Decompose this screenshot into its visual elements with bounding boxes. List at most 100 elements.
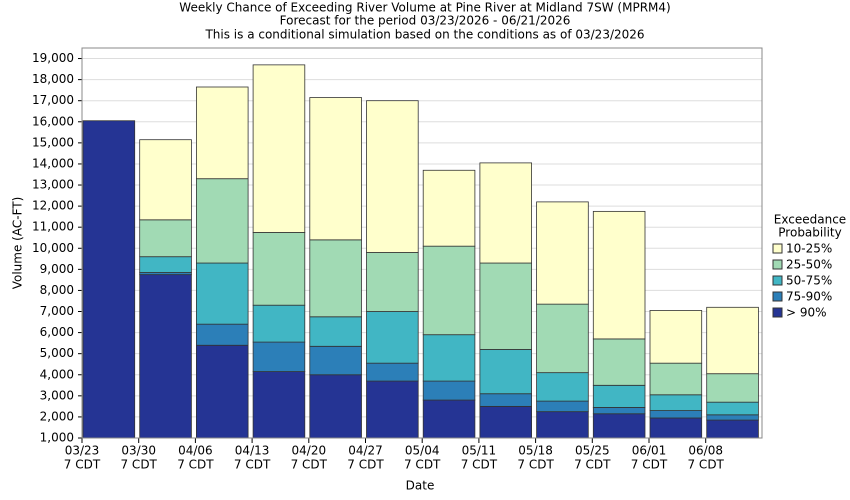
x-tick-sublabel: 7 CDT bbox=[574, 458, 611, 472]
bar-segment bbox=[479, 393, 532, 407]
y-tick-label: 9,000 bbox=[40, 262, 74, 276]
y-tick-label: 6,000 bbox=[40, 325, 74, 339]
legend-swatch bbox=[772, 275, 783, 286]
bar-segment bbox=[195, 323, 249, 346]
bar-segment bbox=[139, 256, 192, 273]
bar-segment bbox=[706, 401, 759, 416]
y-tick-label: 8,000 bbox=[40, 283, 74, 297]
x-tick-sublabel: 7 CDT bbox=[631, 458, 668, 472]
plot-area bbox=[82, 48, 762, 438]
chart-note: This is a conditional simulation based o… bbox=[204, 28, 644, 42]
bar-segment bbox=[592, 210, 646, 340]
bar-segment bbox=[536, 372, 589, 402]
x-tick-sublabel: 7 CDT bbox=[687, 458, 724, 472]
bar-segment bbox=[649, 410, 703, 419]
legend-label: 75-90% bbox=[786, 290, 832, 304]
bar-segment bbox=[592, 407, 646, 415]
bar-segment bbox=[422, 399, 476, 438]
y-tick-label: 17,000 bbox=[32, 93, 74, 107]
bar-segment bbox=[366, 380, 419, 438]
y-tick-label: 1,000 bbox=[40, 431, 74, 445]
legend-label: 25-50% bbox=[786, 258, 832, 272]
bar-segment bbox=[139, 139, 192, 221]
bar-segment bbox=[479, 262, 532, 350]
y-tick-label: 5,000 bbox=[40, 346, 74, 360]
bar-segment bbox=[706, 306, 759, 375]
bar-segment bbox=[309, 316, 362, 347]
bar-segment bbox=[309, 345, 362, 376]
bar-segment bbox=[195, 262, 249, 325]
bar-segment bbox=[479, 349, 532, 395]
bar-segment bbox=[479, 162, 532, 264]
bar-segment bbox=[536, 303, 589, 374]
legend-title: Exceedance bbox=[774, 213, 846, 227]
x-tick-sublabel: 7 CDT bbox=[120, 458, 157, 472]
bar-segment bbox=[649, 310, 703, 364]
y-tick-label: 18,000 bbox=[32, 72, 74, 86]
bar-segment bbox=[479, 405, 532, 438]
y-tick-label: 15,000 bbox=[32, 135, 74, 149]
x-tick-label: 06/08 bbox=[688, 444, 723, 458]
bar-segment bbox=[252, 341, 306, 372]
legend-swatch bbox=[772, 259, 783, 270]
bar-segment bbox=[536, 201, 589, 305]
chart-subtitle: Forecast for the period 03/23/2026 - 06/… bbox=[280, 14, 571, 28]
plot-border bbox=[81, 47, 763, 439]
y-tick-label: 11,000 bbox=[32, 220, 74, 234]
y-tick-label: 14,000 bbox=[32, 156, 74, 170]
legend-swatch bbox=[772, 243, 783, 254]
x-tick-label: 06/01 bbox=[632, 444, 667, 458]
bar-segment bbox=[649, 362, 703, 396]
bar-segment bbox=[366, 311, 419, 364]
y-tick-label: 3,000 bbox=[40, 388, 74, 402]
bar-segment bbox=[366, 252, 419, 312]
x-tick-label: 05/11 bbox=[462, 444, 497, 458]
bar-segment bbox=[422, 245, 476, 336]
y-axis-label: Volume (AC-FT) bbox=[11, 197, 25, 290]
x-tick-sublabel: 7 CDT bbox=[347, 458, 384, 472]
bar-segment bbox=[195, 178, 249, 264]
x-tick-label: 03/30 bbox=[121, 444, 156, 458]
legend-label: 50-75% bbox=[786, 274, 832, 288]
bar-segment bbox=[422, 334, 476, 382]
y-tick-label: 19,000 bbox=[32, 51, 74, 65]
bar-segment bbox=[252, 371, 306, 438]
y-tick-label: 2,000 bbox=[40, 409, 74, 423]
y-tick-label: 4,000 bbox=[40, 367, 74, 381]
legend-swatch bbox=[772, 307, 783, 318]
y-tick-label: 12,000 bbox=[32, 199, 74, 213]
y-tick-label: 13,000 bbox=[32, 178, 74, 192]
bar-segment bbox=[592, 338, 646, 386]
bar-segment bbox=[422, 380, 476, 401]
bar-segment bbox=[309, 239, 362, 318]
x-tick-label: 03/23 bbox=[65, 444, 100, 458]
bar-segment bbox=[706, 373, 759, 403]
x-tick-label: 05/04 bbox=[405, 444, 440, 458]
plot-background bbox=[82, 48, 762, 438]
x-tick-sublabel: 7 CDT bbox=[291, 458, 328, 472]
legend-label: > 90% bbox=[786, 306, 827, 320]
x-tick-label: 05/18 bbox=[518, 444, 553, 458]
bar-segment bbox=[195, 86, 249, 180]
bar-segment bbox=[195, 344, 249, 438]
legend-swatch bbox=[772, 291, 783, 302]
x-tick-label: 04/20 bbox=[292, 444, 327, 458]
bar-segment bbox=[252, 232, 306, 306]
y-tick-label: 7,000 bbox=[40, 304, 74, 318]
legend-title: Probability bbox=[778, 226, 841, 240]
bar-segment bbox=[252, 304, 306, 343]
x-tick-label: 04/13 bbox=[235, 444, 270, 458]
bar-segment bbox=[139, 219, 192, 258]
bar-segment bbox=[252, 64, 306, 233]
x-tick-sublabel: 7 CDT bbox=[234, 458, 271, 472]
bar-segment bbox=[366, 362, 419, 382]
x-tick-sublabel: 7 CDT bbox=[177, 458, 214, 472]
bar-segment bbox=[309, 97, 362, 241]
bar-segment bbox=[422, 169, 476, 247]
bar-segment bbox=[536, 411, 589, 438]
bar-segment bbox=[706, 414, 759, 421]
y-tick-label: 16,000 bbox=[32, 114, 74, 128]
chart-title: Weekly Chance of Exceeding River Volume … bbox=[179, 1, 670, 15]
bar-segment bbox=[139, 274, 192, 438]
